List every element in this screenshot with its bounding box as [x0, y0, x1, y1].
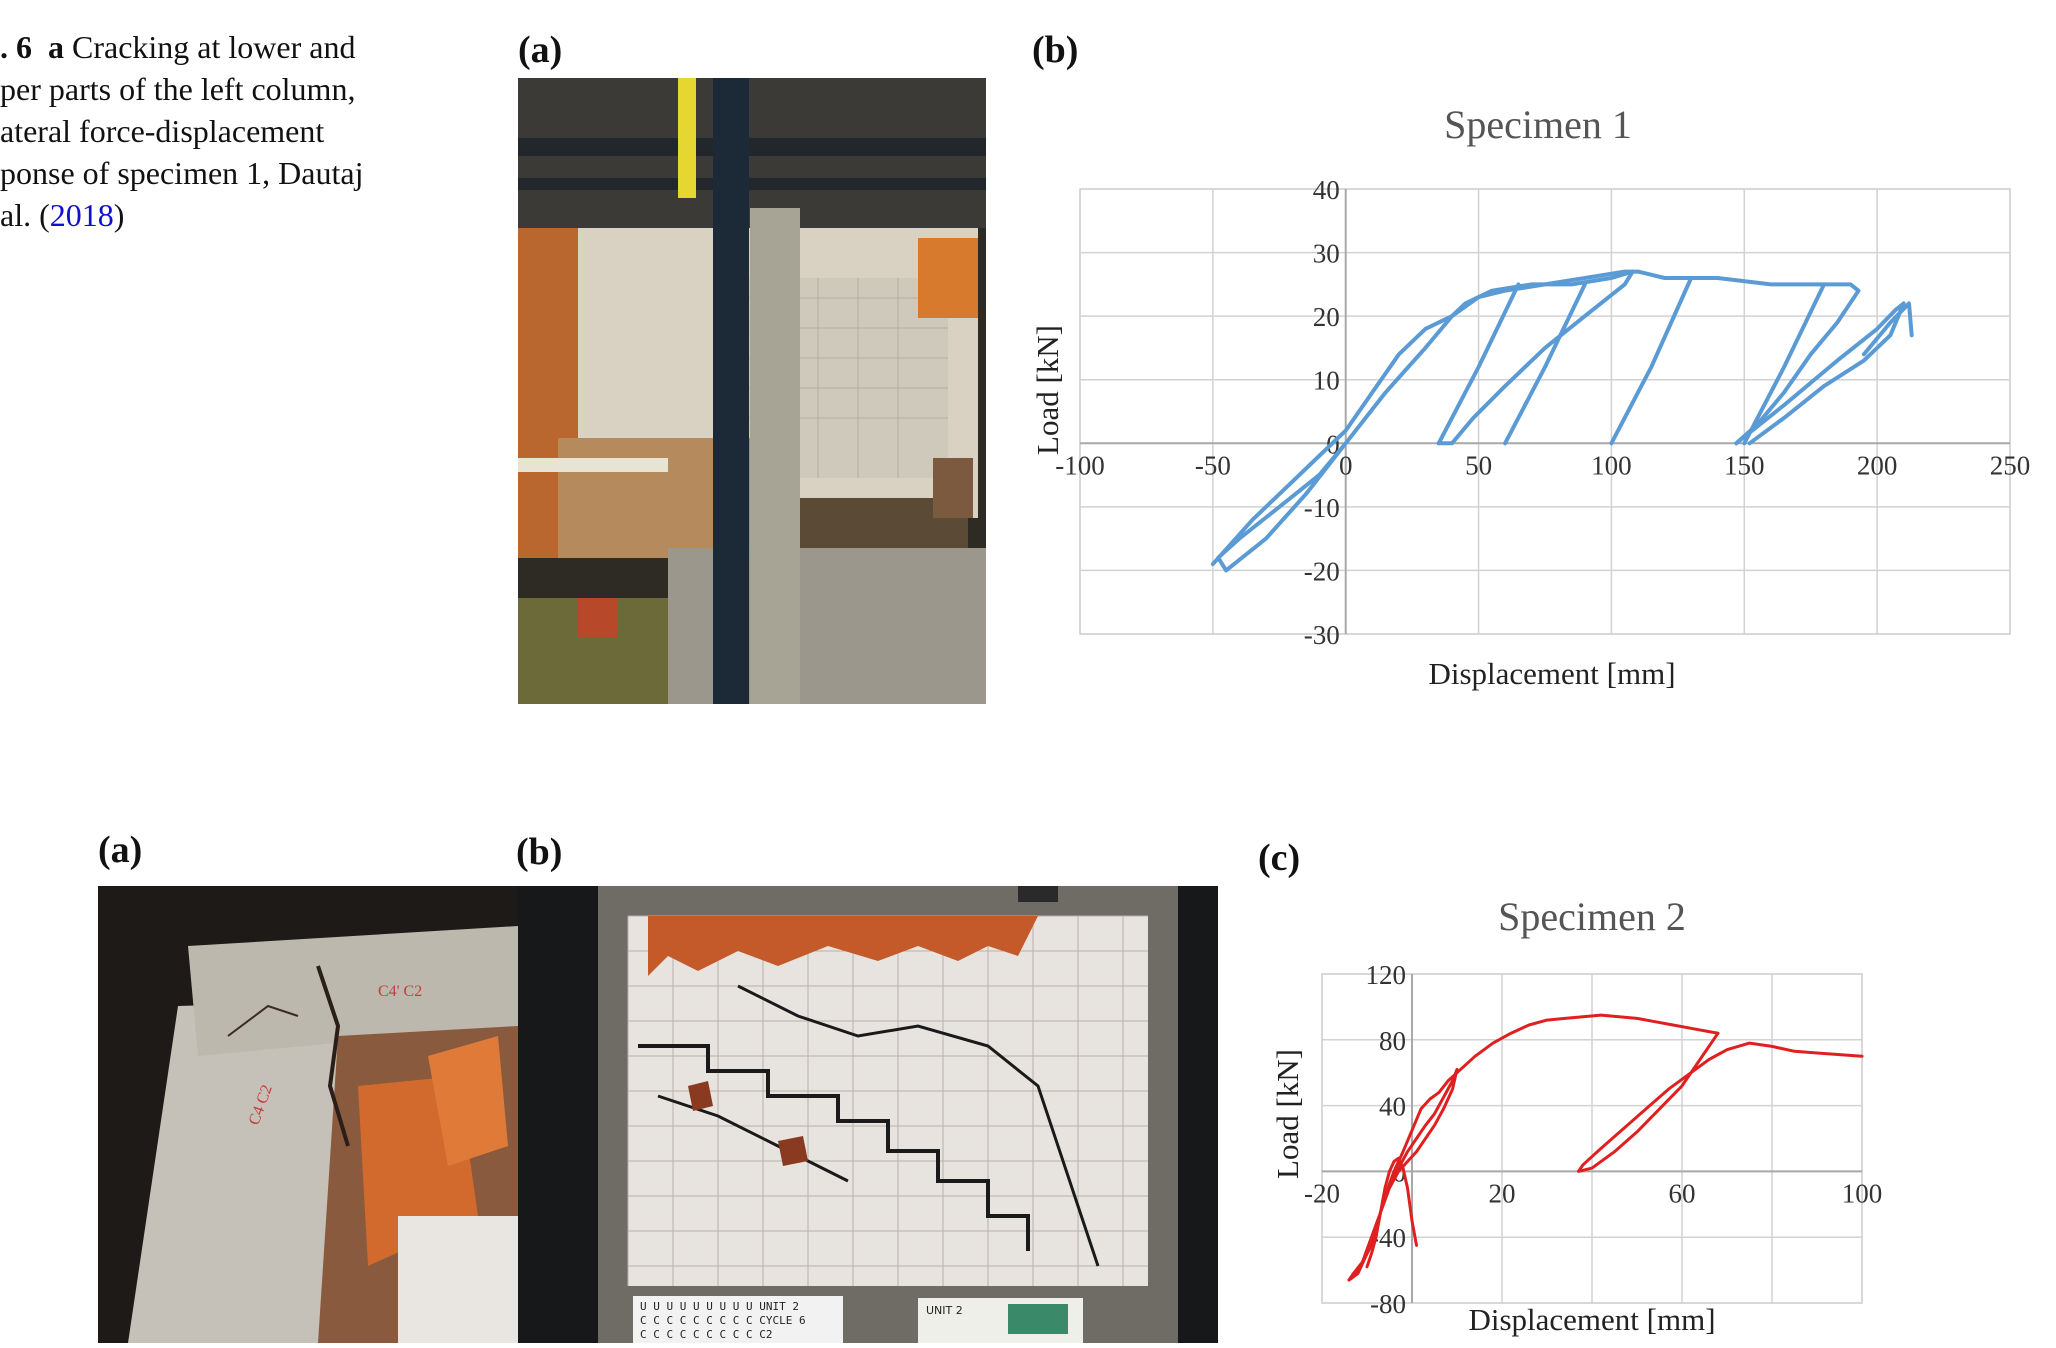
x-tick-label: 20: [1489, 1178, 1516, 1208]
series-line-5: [1742, 282, 1826, 446]
x-tick-label: 60: [1669, 1178, 1696, 1208]
series-line-3: [1365, 1156, 1418, 1269]
photo-column-crack: C4' C2 C4 C2: [98, 886, 518, 1343]
y-tick-label: -80: [1370, 1289, 1406, 1319]
series-line-4: [1609, 276, 1694, 446]
y-axis-label: Load [kN]: [1030, 325, 1065, 455]
y-tick-label: -30: [1304, 620, 1340, 650]
figure-caption: . 6 a Cracking at lower and per parts of…: [0, 26, 420, 236]
caption-line-4: ponse of specimen 1, Dautaj: [0, 155, 364, 191]
y-tick-label: 10: [1313, 366, 1340, 396]
caption-line-5-post: ): [113, 197, 125, 233]
panel-label-bottom-b: (b): [516, 831, 563, 873]
placard-line-1: U U U U U U U U U UNIT 2: [640, 1300, 799, 1313]
y-tick-label: 20: [1313, 302, 1340, 332]
plot-frame: [1079, 188, 2011, 635]
caption-line-5-pre: al. (: [0, 197, 50, 233]
y-tick-label: 40: [1313, 175, 1340, 205]
x-axis-label: Displacement [mm]: [1428, 656, 1675, 691]
y-tick-label: 40: [1379, 1092, 1406, 1122]
caption-line-5: al. (2018): [0, 194, 420, 236]
column-mark-1: C4' C2: [378, 983, 422, 1000]
series-line-8: [1861, 301, 1914, 357]
chart-title: Specimen 1: [1444, 102, 1632, 147]
y-tick-label: -10: [1304, 493, 1340, 523]
chart-specimen-2: Specimen 2 Displacement [mm] Load [kN] -…: [1262, 890, 1902, 1343]
x-tick-label: 200: [1857, 450, 1898, 480]
series-line-3: [1503, 282, 1587, 446]
caption-line-3: ateral force-displacement: [0, 113, 325, 149]
series-line-7: [1734, 301, 1906, 446]
chart-title: Specimen 2: [1498, 894, 1686, 939]
y-axis-label: Load [kN]: [1270, 1049, 1305, 1179]
panel-label-bottom-c: (c): [1258, 837, 1301, 879]
x-tick-label: 50: [1465, 450, 1492, 480]
y-tick-label: 120: [1366, 960, 1407, 990]
caption-text-1: Cracking at lower and: [64, 29, 356, 65]
y-tick-label: -20: [1304, 556, 1340, 586]
caption-line-2: per parts of the left column,: [0, 71, 356, 107]
x-axis-label: Displacement [mm]: [1468, 1302, 1715, 1337]
y-tick-label: 80: [1379, 1026, 1406, 1056]
lab-photo-specimen-1: [518, 78, 986, 704]
x-tick-label: 100: [1591, 450, 1632, 480]
series-line-6: [1210, 269, 1861, 567]
chart-specimen-1: Specimen 1 Displacement [mm] Load [kN] -…: [1030, 92, 2030, 702]
photo-masonry-wall-cracks: U U U U U U U U U UNIT 2 C C C C C C C C…: [518, 886, 1218, 1343]
placard-line-3: C C C C C C C C C C2: [640, 1328, 772, 1341]
panel-label-bottom-a: (a): [98, 829, 143, 871]
caption-sub-a: a: [48, 29, 64, 65]
figure-number: . 6: [0, 29, 32, 65]
chart-specimen-2-svg: Specimen 2 Displacement [mm] Load [kN] -…: [1270, 894, 1883, 1337]
x-tick-label: 150: [1724, 450, 1765, 480]
x-tick-label: 100: [1842, 1178, 1883, 1208]
chart-specimen-1-svg: Specimen 1 Displacement [mm] Load [kN] -…: [1030, 102, 2030, 691]
x-tick-label: 250: [1990, 450, 2030, 480]
x-tick-label: -50: [1195, 450, 1231, 480]
y-tick-label: 30: [1313, 239, 1340, 269]
x-tick-label: -20: [1304, 1178, 1340, 1208]
board-label: UNIT 2: [926, 1304, 963, 1317]
x-tick-label: 0: [1339, 450, 1353, 480]
panel-label-top-a: (a): [518, 29, 563, 71]
panel-label-top-b: (b): [1032, 29, 1079, 71]
series-line-2: [1436, 282, 1521, 446]
citation-link[interactable]: 2018: [49, 197, 114, 233]
series-line-4: [1577, 1031, 1864, 1173]
series-line-1: [1347, 1013, 1720, 1282]
caption-line-1: . 6 a Cracking at lower and: [0, 26, 420, 68]
x-tick-label: -100: [1055, 450, 1105, 480]
placard-line-2: C C C C C C C C C CYCLE 6: [640, 1314, 806, 1327]
